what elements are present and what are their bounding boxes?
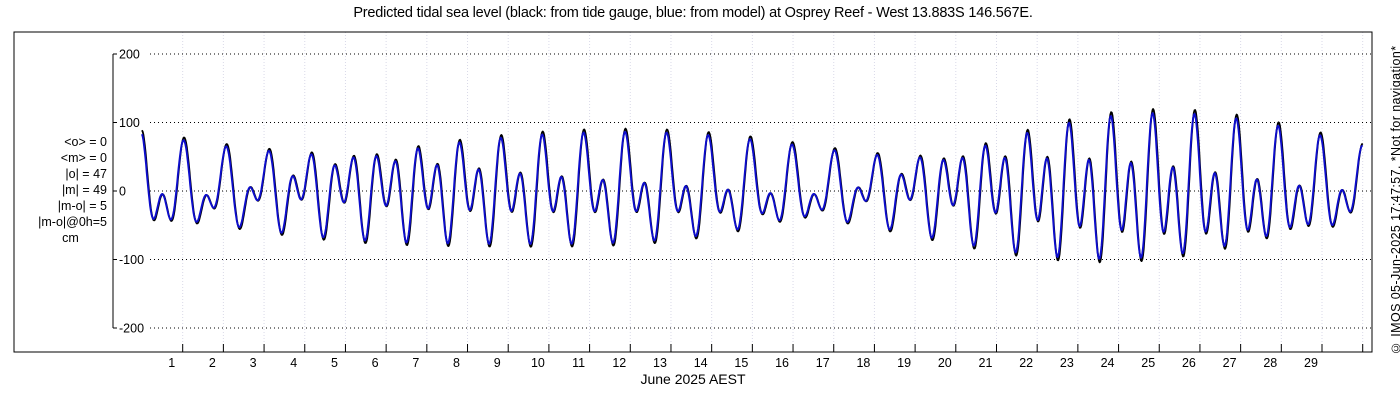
svg-text:25: 25 (1141, 356, 1155, 370)
svg-text:16: 16 (775, 356, 789, 370)
svg-text:29: 29 (1304, 356, 1318, 370)
svg-text:9: 9 (494, 356, 501, 370)
svg-text:18: 18 (856, 356, 870, 370)
svg-text:22: 22 (1019, 356, 1033, 370)
svg-text:-100: -100 (119, 253, 144, 267)
imos-watermark: © IMOS 05-Jun-2025 17:47:57. *Not for na… (1389, 45, 1400, 355)
plot-frame (13, 31, 1373, 353)
svg-text:5: 5 (331, 356, 338, 370)
vertical-gridlines (182, 32, 1364, 352)
svg-text:12: 12 (612, 356, 626, 370)
svg-text:15: 15 (734, 356, 748, 370)
y-axis-spine (112, 53, 117, 329)
svg-text:17: 17 (816, 356, 830, 370)
svg-text:20: 20 (938, 356, 952, 370)
x-axis-label: June 2025 AEST (640, 371, 746, 387)
x-axis-ticks (182, 344, 1364, 352)
stat-line: <o> = 0 (64, 135, 107, 149)
svg-text:200: 200 (119, 48, 140, 62)
svg-text:7: 7 (412, 356, 419, 370)
svg-text:100: 100 (119, 116, 140, 130)
day-tick-labels: 1 2 3 4 5 6 7 8 9 10 11 12 13 14 15 16 17 18 19 20 21 22 23 24 2… (168, 356, 1318, 370)
svg-text:13: 13 (653, 356, 667, 370)
svg-text:2: 2 (209, 356, 216, 370)
y-tick-labels: 200 100 0 -100 -200 (119, 48, 144, 336)
svg-text:19: 19 (897, 356, 911, 370)
stat-line: |o| = 47 (65, 167, 107, 181)
stats-block: <o> = 0 <m> = 0 |o| = 47 |m| = 49 |m-o| = 5 |… (0, 134, 107, 246)
svg-text:8: 8 (453, 356, 460, 370)
stat-line: |m| = 49 (61, 183, 107, 197)
svg-text:10: 10 (531, 356, 545, 370)
svg-text:26: 26 (1182, 356, 1196, 370)
stat-line: |m-o| = 5 (57, 199, 107, 213)
svg-text:21: 21 (979, 356, 993, 370)
chart-title: Predicted tidal sea level (black: from t… (353, 5, 1033, 21)
svg-text:27: 27 (1223, 356, 1237, 370)
svg-text:23: 23 (1060, 356, 1074, 370)
svg-text:28: 28 (1263, 356, 1277, 370)
svg-text:11: 11 (572, 356, 585, 370)
svg-text:6: 6 (372, 356, 379, 370)
stat-line: cm (62, 231, 79, 245)
stat-line: |m-o|@0h=5 (38, 215, 107, 229)
svg-text:14: 14 (694, 356, 708, 370)
svg-text:1: 1 (168, 356, 175, 370)
stat-line: <m> = 0 (60, 151, 107, 165)
svg-text:3: 3 (250, 356, 257, 370)
svg-text:24: 24 (1101, 356, 1115, 370)
svg-text:4: 4 (290, 356, 297, 370)
svg-text:-200: -200 (119, 322, 144, 336)
model-line (141, 112, 1364, 260)
svg-text:0: 0 (119, 185, 126, 199)
